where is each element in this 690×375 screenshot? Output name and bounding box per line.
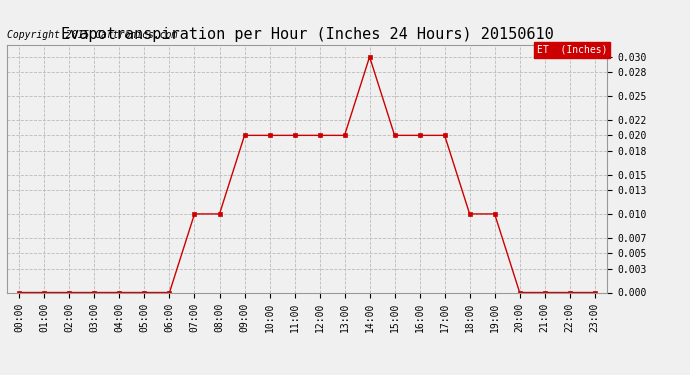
Text: ET  (Inches): ET (Inches): [537, 45, 607, 55]
Text: Copyright 2015 Cartronics.com: Copyright 2015 Cartronics.com: [7, 30, 177, 40]
Title: Evapotranspiration per Hour (Inches 24 Hours) 20150610: Evapotranspiration per Hour (Inches 24 H…: [61, 27, 553, 42]
